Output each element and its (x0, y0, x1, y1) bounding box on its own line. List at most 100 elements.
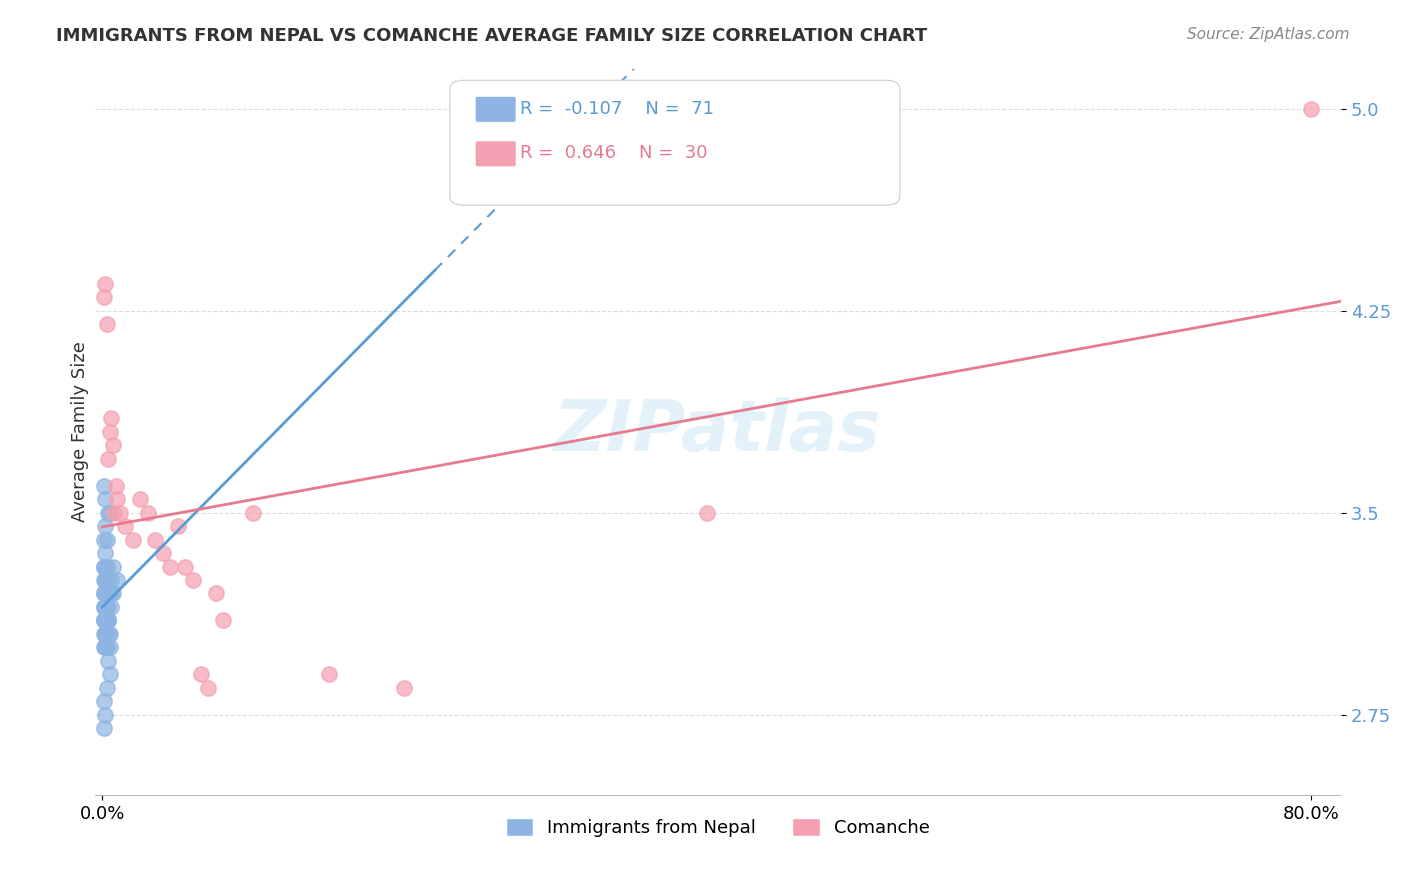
Point (98, 586, 121, 600)
Point (93, 599, 115, 614)
Point (100, 573, 122, 587)
Point (197, 681, 219, 695)
Point (93, 559, 115, 574)
Point (318, 667, 340, 681)
Point (93, 573, 115, 587)
Point (100, 411, 122, 425)
Text: R =  -0.107    N =  71: R = -0.107 N = 71 (520, 100, 714, 118)
Point (97, 586, 120, 600)
Point (93, 721, 115, 735)
Point (94, 573, 117, 587)
Point (98, 667, 121, 681)
Point (96, 614, 118, 628)
Point (97, 586, 120, 600)
Point (98, 586, 121, 600)
Point (212, 614, 235, 628)
Point (96, 627, 118, 641)
Point (98, 627, 121, 641)
Point (110, 506, 132, 520)
Point (94, 586, 117, 600)
Point (98, 425, 121, 439)
Point (114, 519, 136, 533)
Point (167, 519, 190, 533)
Point (96, 614, 118, 628)
Point (97, 627, 120, 641)
Text: R =  0.646    N =  30: R = 0.646 N = 30 (520, 145, 707, 162)
Point (97, 614, 120, 628)
Point (97, 614, 120, 628)
Point (97, 654, 120, 668)
Point (94, 614, 117, 628)
Point (96, 318, 118, 332)
Point (696, 506, 718, 520)
Point (97, 451, 120, 466)
Point (104, 479, 127, 493)
Point (394, 681, 416, 695)
Point (96, 599, 118, 614)
Point (94, 559, 117, 574)
Point (98, 506, 121, 520)
Point (93, 586, 115, 600)
Point (93, 640, 115, 655)
Point (93, 290, 115, 304)
Point (93, 586, 115, 600)
Point (96, 573, 118, 587)
Point (101, 559, 124, 574)
Point (96, 599, 118, 614)
Point (94, 586, 117, 600)
Point (94, 599, 117, 614)
Point (159, 559, 181, 574)
Point (93, 614, 115, 628)
Point (101, 438, 124, 452)
Point (94, 640, 117, 655)
Point (94, 519, 117, 533)
Point (136, 506, 159, 520)
Point (96, 599, 118, 614)
Point (1299, 102, 1322, 116)
Point (94, 627, 117, 641)
Text: IMMIGRANTS FROM NEPAL VS COMANCHE AVERAGE FAMILY SIZE CORRELATION CHART: IMMIGRANTS FROM NEPAL VS COMANCHE AVERAG… (56, 27, 928, 45)
Text: ZIPatlas: ZIPatlas (554, 398, 882, 467)
Point (94, 277, 117, 291)
Point (93, 559, 115, 574)
Point (96, 640, 118, 655)
Point (96, 599, 118, 614)
Point (97, 614, 120, 628)
Point (94, 640, 117, 655)
Point (94, 586, 117, 600)
Point (93, 627, 115, 641)
Point (101, 586, 124, 600)
Point (242, 506, 264, 520)
Point (96, 681, 118, 695)
Point (129, 492, 152, 507)
Point (94, 559, 117, 574)
Point (93, 599, 115, 614)
Point (96, 533, 118, 547)
Point (93, 694, 115, 708)
Point (93, 614, 115, 628)
Point (94, 614, 117, 628)
Point (96, 599, 118, 614)
Y-axis label: Average Family Size: Average Family Size (72, 342, 89, 523)
Point (96, 573, 118, 587)
Point (174, 559, 197, 574)
Point (96, 614, 118, 628)
Point (190, 667, 212, 681)
Point (93, 533, 115, 547)
Point (152, 546, 174, 560)
Point (121, 533, 143, 547)
Text: Source: ZipAtlas.com: Source: ZipAtlas.com (1187, 27, 1350, 42)
Point (93, 614, 115, 628)
Legend: Immigrants from Nepal, Comanche: Immigrants from Nepal, Comanche (499, 811, 936, 845)
Point (93, 479, 115, 493)
Point (96, 559, 118, 574)
Point (204, 586, 226, 600)
Point (100, 586, 122, 600)
Point (103, 506, 125, 520)
Point (94, 707, 117, 722)
Point (96, 559, 118, 574)
Point (94, 573, 117, 587)
Point (107, 492, 129, 507)
Point (100, 599, 122, 614)
Point (181, 573, 204, 587)
